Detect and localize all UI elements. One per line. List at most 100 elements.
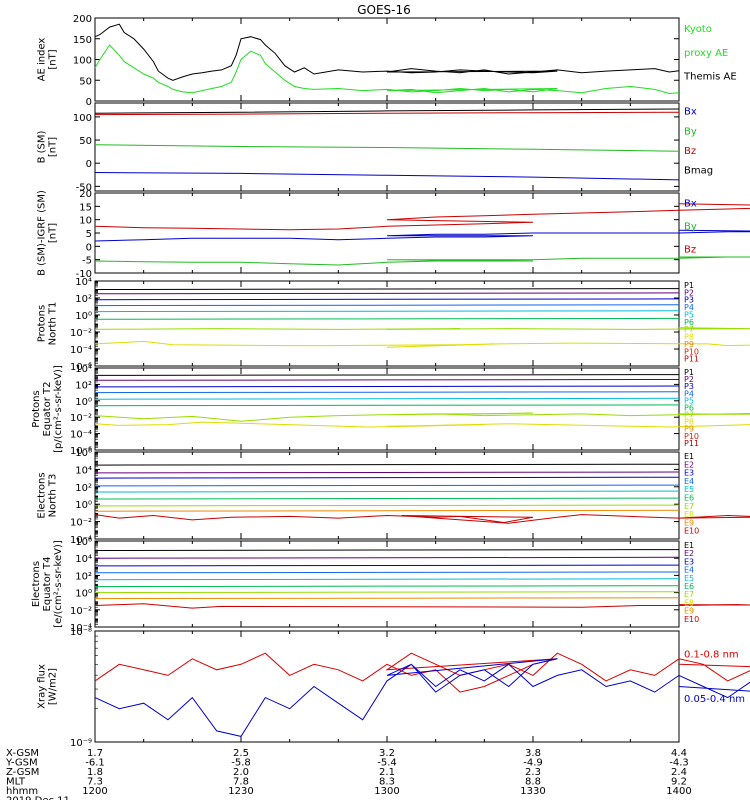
- series-line: [94, 229, 750, 242]
- ephemeris-row-label: Y-GSM: [5, 758, 38, 769]
- y-tick-label: 10⁰: [75, 589, 92, 600]
- series-line: [94, 556, 680, 559]
- y-tick-label: 10⁻²: [70, 606, 92, 617]
- series-line: [94, 327, 750, 330]
- ephemeris-value: 2.5: [233, 748, 249, 759]
- series-line: [94, 476, 680, 479]
- y-tick-label: 10⁻²: [70, 328, 92, 339]
- y-axis-label: [nT]: [48, 137, 59, 157]
- legend-entry: Bz: [684, 146, 696, 157]
- series-line: [94, 144, 680, 152]
- panel-b: -50 0 50 100 B (SM) [nT] Bx By Bz Bmag: [37, 102, 713, 193]
- y-axis-label: [e/(cm²-s-sr-keV)]: [53, 540, 64, 628]
- series-line: [94, 514, 750, 524]
- y-axis-label: North T1: [48, 302, 59, 346]
- y-tick-label: 10: [79, 216, 92, 227]
- y-tick-label: 20: [79, 189, 92, 200]
- ephemeris-value: 8.3: [379, 777, 395, 788]
- legend-entry: E7: [684, 502, 694, 511]
- legend-entry: P7: [684, 325, 694, 334]
- legend-entry: 0.1-0.8 nm: [684, 650, 739, 661]
- series-line: [94, 310, 680, 313]
- panel-xray: 10⁻⁹ 10⁻⁸ Xray flux [W/m2] 0.1-0.8 nm 0.05-0.…: [37, 627, 750, 749]
- y-axis-label: [nT]: [48, 49, 59, 69]
- panel-frame: [94, 540, 680, 628]
- legend-entry: P8: [684, 333, 694, 342]
- legend-entry: By: [684, 126, 697, 137]
- legend-entry: E9: [684, 607, 694, 616]
- y-tick-label: 10⁻²: [70, 413, 92, 424]
- legend-entry: P8: [684, 418, 694, 427]
- series-line: [94, 298, 680, 301]
- y-axis-label: Equator T4: [42, 557, 53, 612]
- legend-entry: E3: [684, 557, 694, 566]
- legend-entry: P3: [684, 296, 694, 305]
- ephemeris-value: 2.0: [233, 767, 249, 778]
- legend-entry: P10: [684, 347, 699, 356]
- y-axis-label: Protons: [37, 305, 48, 342]
- figure-title: GOES-16: [357, 3, 411, 17]
- series-line: [94, 108, 680, 114]
- legend-entry: Bmag: [684, 165, 713, 176]
- series-line: [94, 591, 680, 594]
- legend-entry: proxy AE: [684, 48, 728, 59]
- series-line: [94, 203, 750, 231]
- legend-entry: E8: [684, 510, 694, 519]
- ephemeris-value: 2.4: [671, 767, 687, 778]
- y-axis-label: AE index: [37, 38, 48, 82]
- ephemeris-row-label: hhmm: [6, 786, 38, 797]
- series-line: [94, 564, 680, 567]
- series-line: [94, 463, 680, 466]
- series-line: [94, 658, 750, 737]
- series-line: [94, 497, 680, 500]
- legend-entry: E1: [684, 452, 694, 461]
- series-line: [94, 484, 680, 487]
- series-line: [94, 404, 680, 407]
- panel-ee: 10⁻⁴ 10⁻² 10⁰ 10² 10⁴ 10⁶ Electrons Equator T4[…: [31, 537, 750, 634]
- y-tick-label: 10²: [75, 380, 92, 391]
- legend-entry: P5: [684, 310, 694, 319]
- ephemeris-row-label: X-GSM: [6, 748, 39, 759]
- y-tick-label: 150: [73, 35, 92, 46]
- legend-entry: E4: [684, 566, 694, 575]
- y-tick-label: 0: [86, 97, 92, 108]
- legend-entry: E2: [684, 549, 694, 558]
- legend-entry: P11: [684, 355, 699, 364]
- legend-entry: P6: [684, 318, 694, 327]
- series-line: [94, 304, 680, 307]
- legend-entry: E3: [684, 469, 694, 478]
- y-tick-label: 10⁴: [75, 465, 92, 476]
- ephemeris-value: 4.4: [671, 748, 687, 759]
- panel-dbigrf: -10 -5 0 5 10 15 20 B (SM)-IGRF (SM) [nT] Bx By Bz: [37, 189, 750, 280]
- legend-entry: P1: [684, 368, 694, 377]
- legend-entry: Bx: [684, 107, 697, 118]
- legend-entry: E4: [684, 477, 694, 486]
- legend-entry: P6: [684, 403, 694, 412]
- series-line: [94, 23, 680, 81]
- series-line: [94, 549, 680, 551]
- legend-entry: P10: [684, 432, 699, 441]
- y-tick-label: 10⁶: [75, 537, 92, 548]
- ephemeris-value: -5.4: [377, 758, 397, 769]
- series-line: [94, 172, 680, 181]
- legend-entry: Bx: [684, 199, 697, 210]
- ephemeris-table: X-GSM 1.7 2.5 3.2 3.8 4.4 Y-GSM -6.1 -5.8 -5.4 -4.…: [5, 748, 692, 800]
- y-tick-label: -50: [76, 182, 92, 193]
- series-line: [94, 603, 750, 609]
- series-line: [94, 578, 680, 581]
- series-line: [94, 292, 680, 295]
- legend-entry: P11: [684, 439, 699, 448]
- legend-entry: P5: [684, 396, 694, 405]
- ephemeris-value: 7.8: [233, 777, 249, 788]
- legend-entry: E10: [684, 527, 699, 536]
- y-axis-label: [p/(cm²-s-sr-keV)]: [53, 365, 64, 453]
- y-axis-label: Electrons: [31, 561, 42, 607]
- legend-entry: E6: [684, 494, 694, 503]
- y-tick-label: 100: [73, 56, 92, 67]
- legend-entry: P9: [684, 425, 694, 434]
- y-tick-label: 50: [79, 136, 92, 147]
- legend-entry: P4: [684, 389, 694, 398]
- legend-entry: E5: [684, 485, 694, 494]
